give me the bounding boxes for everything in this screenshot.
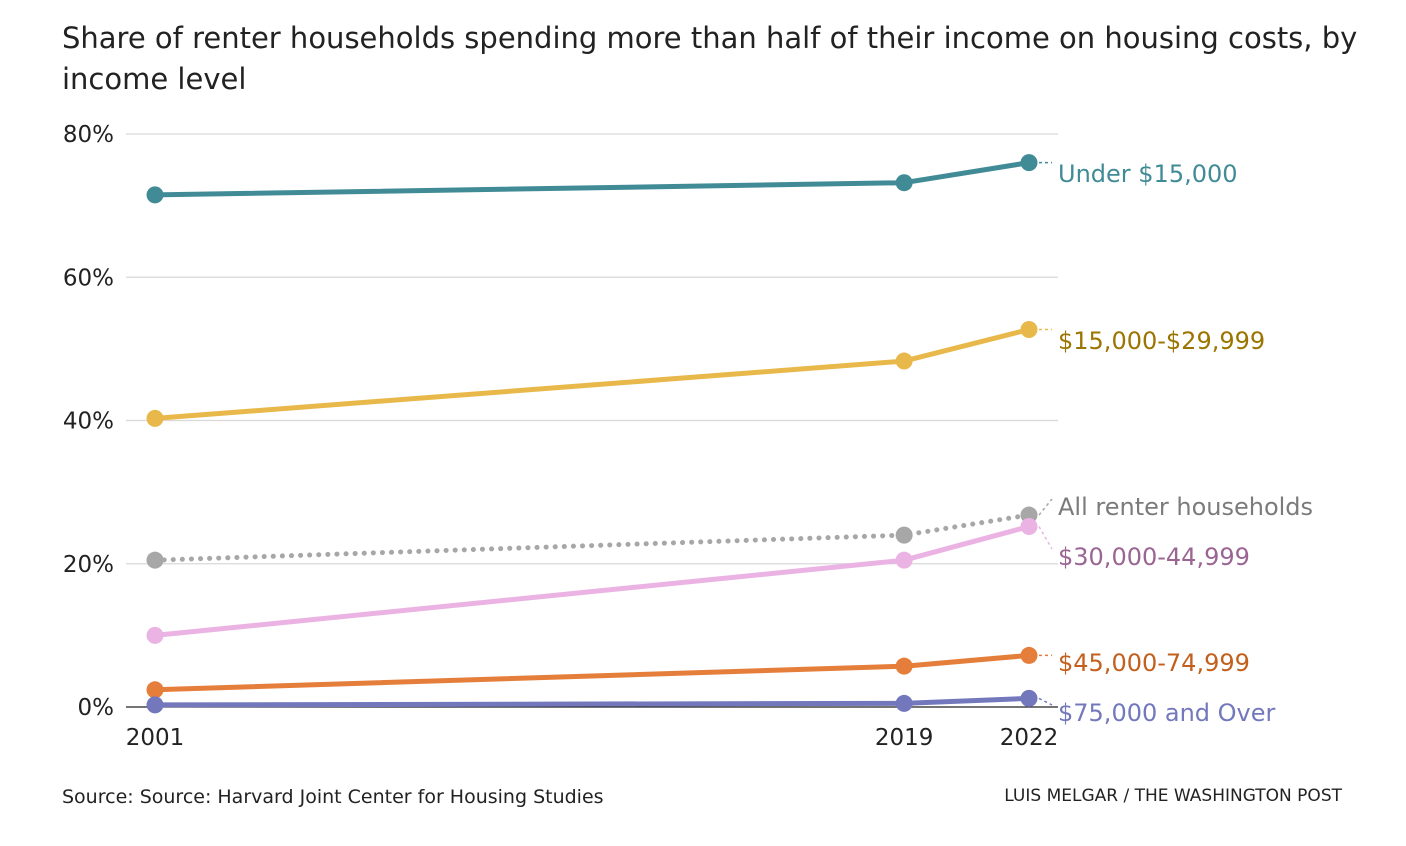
- label-leader: [1038, 697, 1053, 706]
- data-point: [146, 409, 164, 427]
- data-point: [1020, 689, 1038, 707]
- label-leader: [1038, 498, 1053, 516]
- data-point: [146, 681, 164, 699]
- y-tick-label: 20%: [63, 552, 114, 578]
- data-point: [1020, 321, 1038, 339]
- data-point: [895, 174, 913, 192]
- source-note: Source: Source: Harvard Joint Center for…: [62, 786, 604, 808]
- series-label: $75,000 and Over: [1058, 699, 1276, 727]
- series-label: $30,000-44,999: [1058, 543, 1250, 571]
- series-label: All renter households: [1058, 493, 1313, 521]
- series-line: [152, 327, 1032, 421]
- series-label: Under $15,000: [1058, 160, 1238, 188]
- series-line: [152, 524, 1032, 638]
- label-leaders: [1038, 161, 1053, 706]
- y-tick-label: 60%: [63, 265, 114, 291]
- x-tick-label: 2019: [875, 725, 934, 751]
- credit-line: LUIS MELGAR / THE WASHINGTON POST: [1004, 786, 1342, 806]
- y-axis-ticks: 0% 20% 40% 60% 80%: [63, 122, 114, 721]
- data-point: [1020, 154, 1038, 172]
- line-chart: 0% 20% 40% 60% 80% 2001 2019 2022 Under $15,00…: [63, 122, 1313, 751]
- label-leader: [1038, 526, 1053, 550]
- data-point: [895, 694, 913, 712]
- y-tick-label: 40%: [63, 409, 114, 435]
- y-tick-label: 0%: [78, 695, 115, 721]
- data-point: [895, 526, 913, 544]
- data-points: [146, 154, 1038, 714]
- data-point: [146, 696, 164, 714]
- series-lines: [152, 160, 1032, 708]
- x-tick-label: 2022: [1000, 725, 1059, 751]
- series-label: $15,000-$29,999: [1058, 327, 1265, 355]
- data-point: [1020, 646, 1038, 664]
- data-point: [146, 186, 164, 204]
- x-axis-ticks: 2001 2019 2022: [126, 725, 1059, 751]
- series-label: $45,000-74,999: [1058, 649, 1250, 677]
- gridlines: [126, 133, 1058, 708]
- data-point: [1020, 518, 1038, 536]
- x-tick-label: 2001: [126, 725, 185, 751]
- chart-title: Share of renter households spending more…: [62, 21, 1358, 96]
- y-tick-label: 80%: [63, 122, 114, 148]
- data-point: [146, 551, 164, 569]
- data-point: [146, 626, 164, 644]
- data-point: [895, 352, 913, 370]
- series-labels: Under $15,000 $15,000-$29,999 All renter h…: [1058, 160, 1313, 727]
- data-point: [895, 551, 913, 569]
- data-point: [895, 657, 913, 675]
